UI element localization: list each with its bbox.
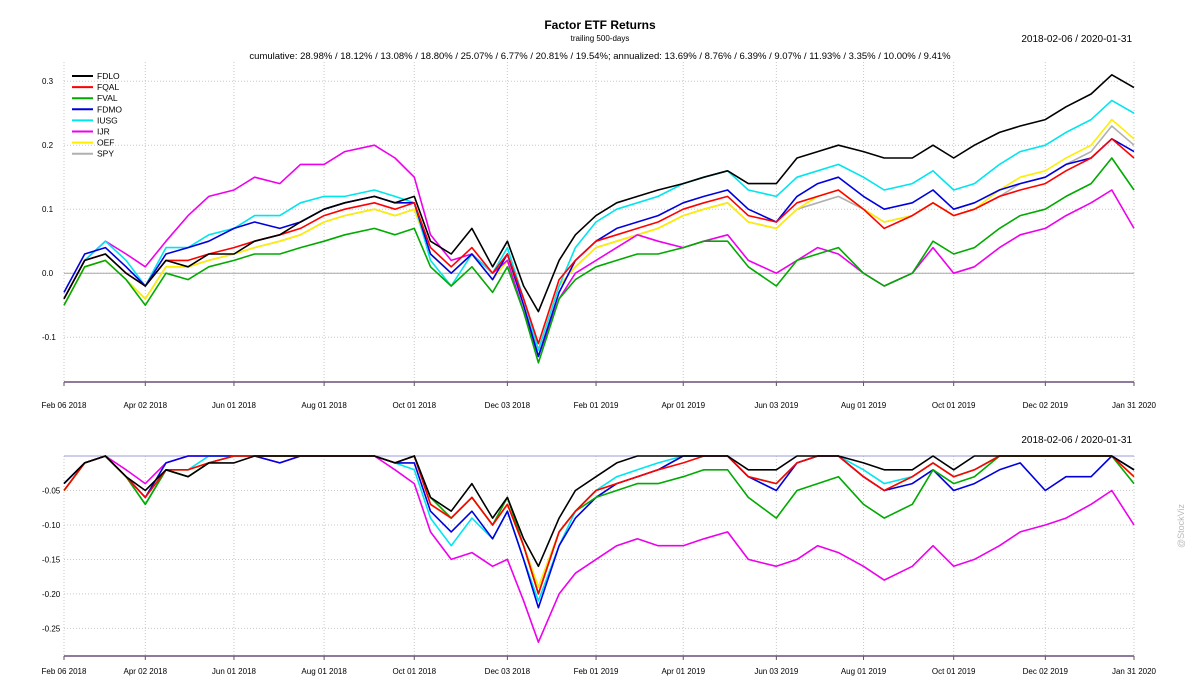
x-tick-label: Oct 01 2019 (932, 667, 976, 676)
x-tick-label: Jun 03 2019 (754, 667, 799, 676)
x-tick-label: Aug 01 2019 (841, 401, 887, 410)
x-tick-label: Feb 01 2019 (574, 667, 619, 676)
series-line-oef (63, 118, 1135, 351)
x-tick-label: Apr 01 2019 (661, 667, 705, 676)
y-tick-label: 0.0 (42, 269, 54, 278)
y-tick-label: -0.10 (42, 521, 61, 530)
x-tick-label: Oct 01 2018 (392, 667, 436, 676)
series-line-iusg (63, 99, 1135, 351)
chart-title: Factor ETF Returns (544, 18, 656, 32)
x-tick-label: Jun 01 2018 (212, 401, 257, 410)
x-tick-label: Feb 06 2018 (42, 401, 87, 410)
date-range-top: 2018-02-06 / 2020-01-31 (1021, 34, 1132, 45)
legend-label-fdlo: FDLO (97, 71, 120, 81)
legend-label-spy: SPY (97, 149, 114, 159)
x-tick-label: Apr 01 2019 (661, 401, 705, 410)
series-line-ijr (63, 144, 1135, 358)
series-line-fval (63, 157, 1135, 364)
series-line-fqal (63, 138, 1135, 345)
returns-summary: cumulative: 28.98% / 18.12% / 13.08% / 1… (249, 51, 951, 62)
legend-label-iusg: IUSG (97, 115, 118, 125)
x-tick-label: Jan 31 2020 (1112, 401, 1157, 410)
series-line-fqal (63, 455, 1135, 595)
x-tick-label: Oct 01 2018 (392, 401, 436, 410)
x-tick-label: Oct 01 2019 (932, 401, 976, 410)
y-tick-label: -0.05 (42, 486, 61, 495)
legend-label-ijr: IJR (97, 127, 110, 137)
x-tick-label: Jun 01 2018 (212, 667, 257, 676)
y-tick-label: 0.1 (42, 205, 54, 214)
chart-subtitle: trailing 500-days (570, 34, 630, 43)
y-tick-label: 0.2 (42, 141, 54, 150)
series-line-fdlo (63, 74, 1135, 313)
x-tick-label: Apr 02 2018 (123, 401, 167, 410)
series-line-fdlo (63, 455, 1135, 568)
legend-label-fqal: FQAL (97, 82, 119, 92)
legend-label-fdmo: FDMO (97, 104, 122, 114)
y-tick-label: -0.1 (42, 333, 56, 342)
x-tick-label: Jun 03 2019 (754, 401, 799, 410)
x-tick-label: Aug 01 2019 (841, 667, 887, 676)
legend-label-fval: FVAL (97, 93, 118, 103)
x-tick-label: Jan 31 2020 (1112, 667, 1157, 676)
date-range-bottom: 2018-02-06 / 2020-01-31 (1021, 435, 1132, 446)
legend-label-oef: OEF (97, 138, 114, 148)
y-tick-label: -0.25 (42, 624, 61, 633)
x-tick-label: Dec 02 2019 (1023, 667, 1069, 676)
y-tick-label: 0.3 (42, 77, 54, 86)
x-tick-label: Feb 06 2018 (42, 667, 87, 676)
x-tick-label: Aug 01 2018 (301, 667, 347, 676)
series-line-spy (63, 125, 1135, 351)
x-tick-label: Dec 02 2019 (1023, 401, 1069, 410)
x-tick-label: Dec 03 2018 (485, 667, 531, 676)
x-tick-label: Feb 01 2019 (574, 401, 619, 410)
series-line-fdmo (63, 455, 1135, 609)
y-tick-label: -0.20 (42, 590, 61, 599)
x-tick-label: Aug 01 2018 (301, 401, 347, 410)
x-tick-label: Apr 02 2018 (123, 667, 167, 676)
x-tick-label: Dec 03 2018 (485, 401, 531, 410)
y-tick-label: -0.15 (42, 555, 61, 564)
